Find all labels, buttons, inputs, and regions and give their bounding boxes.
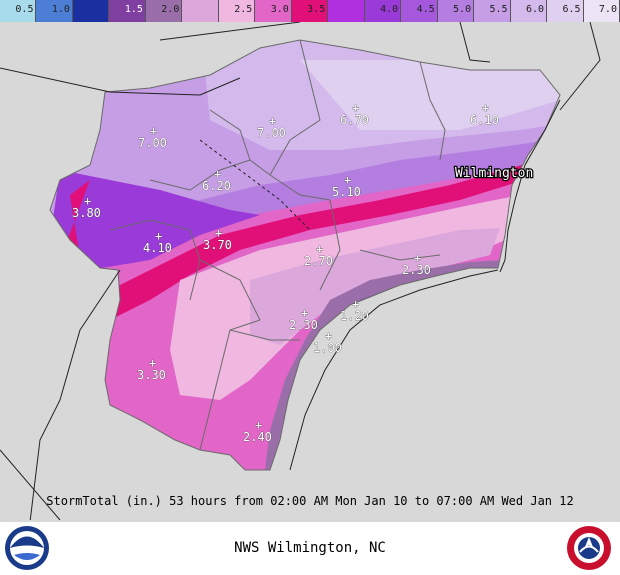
station-marker: + [352, 297, 359, 311]
color-legend: 0.5 1.0 1.5 2.0 2.5 3.0 3.5 4.0 4.5 5.0 5.5 6.0 6.5 7… [0, 0, 620, 22]
legend-swatch: 4.0 [364, 0, 402, 22]
legend-label: 5.0 [453, 4, 472, 15]
station-marker: + [482, 101, 489, 115]
legend-swatch: 4.5 [401, 0, 438, 22]
snow-total-label: 2.30 [402, 263, 431, 277]
snow-total-label: 4.10 [143, 241, 172, 255]
coastline [499, 99, 561, 273]
nws-logo-icon [567, 526, 611, 570]
snow-total-label: 7.00 [138, 136, 167, 150]
station-marker: + [149, 356, 156, 370]
coastline-south [289, 269, 499, 471]
office-name: NWS Wilmington, NC [234, 540, 386, 556]
snow-total-label: 2.70 [304, 254, 333, 268]
snow-total-label: 3.70 [203, 238, 232, 252]
legend-swatch: 7.0 [583, 0, 620, 22]
legend-swatch: 2.5 [218, 0, 256, 22]
legend-label: 4.0 [380, 4, 399, 15]
legend-swatch: 1.5 [109, 0, 146, 22]
legend-label: 7.0 [598, 4, 617, 15]
station-marker: + [84, 194, 91, 208]
legend-swatch: 3.5 [291, 0, 329, 22]
legend-swatch: 6.0 [510, 0, 548, 22]
storm-total-caption: StormTotal (in.) 53 hours from 02:00 AM … [46, 494, 574, 508]
legend-label: 3.5 [307, 4, 326, 15]
value-markers: +7.00+7.00+6.70+6.10+6.20 +5.10+3.80+4.10… [72, 101, 500, 445]
legend-swatch: 1.0 [36, 0, 73, 22]
legend-label: 5.5 [489, 4, 508, 15]
station-marker: + [215, 226, 222, 240]
legend-swatch [328, 0, 365, 22]
legend-swatch [72, 0, 110, 22]
legend-swatch: 3.0 [255, 0, 292, 22]
snow-total-label: 1.00 [313, 341, 342, 355]
legend-label: 3.0 [270, 4, 289, 15]
snow-total-label: 7.00 [257, 126, 286, 140]
legend-label: 2.5 [234, 4, 253, 15]
legend-swatch: 6.5 [547, 0, 584, 22]
noaa-logo-icon [5, 526, 49, 570]
snow-total-label: 6.10 [470, 113, 499, 127]
snow-total-label: 5.10 [332, 185, 361, 199]
snow-total-label: 2.40 [243, 430, 272, 444]
station-marker: + [214, 167, 221, 181]
station-marker: + [344, 173, 351, 187]
station-marker: + [352, 101, 359, 115]
state-lines [0, 22, 601, 520]
city-label-wilmington: Wilmington [455, 166, 533, 181]
legend-swatch [182, 0, 219, 22]
legend-label: 1.5 [124, 4, 143, 15]
snow-total-label: 1.20 [340, 309, 369, 323]
snow-total-label: 3.30 [137, 368, 166, 382]
station-marker: + [316, 242, 323, 256]
station-marker: + [150, 124, 157, 138]
station-marker: + [325, 329, 332, 343]
legend-swatch: 2.0 [145, 0, 183, 22]
county-lines [49, 39, 561, 471]
legend-label: 6.0 [525, 4, 545, 15]
legend-label: 2.0 [161, 4, 180, 15]
station-marker: + [155, 229, 162, 243]
station-marker: + [269, 114, 276, 128]
snow-total-label: 3.80 [72, 206, 101, 220]
legend-label: 6.5 [562, 4, 581, 15]
legend-swatch: 0.5 [0, 0, 37, 22]
legend-label: 4.5 [416, 4, 435, 15]
legend-label: 0.5 [15, 4, 34, 15]
snowfall-map: +7.00+7.00+6.70+6.10+6.20 +5.10+3.80+4.10… [0, 22, 620, 520]
snow-total-label: 2.30 [289, 318, 318, 332]
station-marker: + [414, 251, 421, 265]
station-marker: + [255, 418, 262, 432]
snow-total-label: 6.70 [340, 113, 369, 127]
legend-swatch: 5.0 [437, 0, 475, 22]
legend-swatch: 5.5 [474, 0, 511, 22]
snow-total-label: 6.20 [202, 179, 231, 193]
legend-label: 1.0 [51, 4, 70, 15]
station-marker: + [301, 306, 308, 320]
footer-bar: NWS Wilmington, NC [0, 522, 620, 575]
